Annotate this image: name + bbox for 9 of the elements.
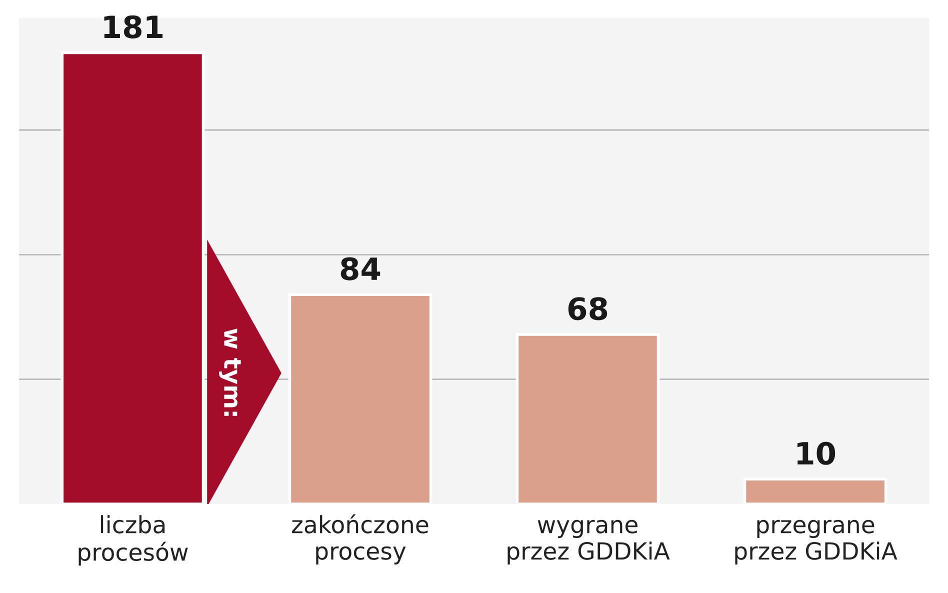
x-tick-label: wygrane przez GDDKiA: [508, 520, 670, 564]
data-label: 181: [104, 15, 163, 38]
data-label: 10: [797, 442, 836, 465]
annotation: w tym:: [219, 328, 241, 416]
data-label: 68: [568, 297, 608, 320]
x-tick-label: przegrane przez GDDKiA: [735, 520, 898, 564]
x-tick-label: zakończone procesy: [292, 514, 428, 564]
x-tick-label: liczba procesów: [78, 515, 188, 566]
data-label: 84: [340, 257, 380, 280]
